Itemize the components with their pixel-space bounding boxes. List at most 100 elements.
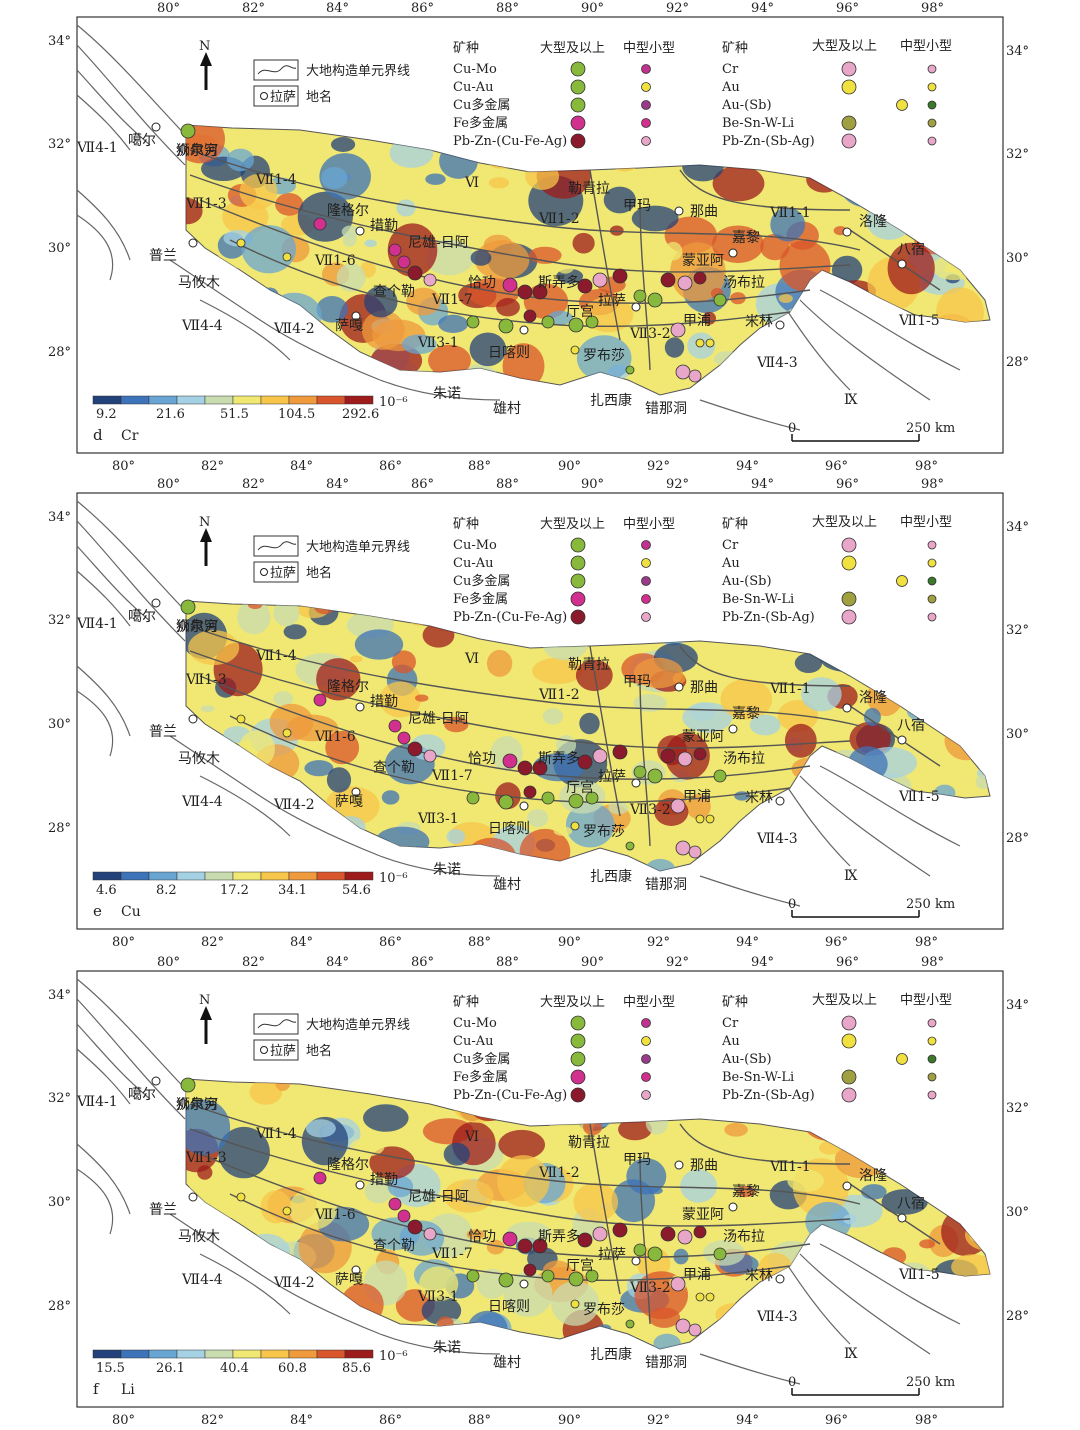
anomaly-blob [275,193,304,216]
place-name: 尼雄-日阿 [408,235,469,251]
anomaly-blob [937,222,988,249]
lon-tick-top: 94° [751,477,774,492]
tectonic-unit-label: Ⅶ3-1 [417,1289,459,1305]
anomaly-blob [498,1129,545,1160]
map-frame [76,492,1004,930]
deposit-large-symbol [841,115,857,131]
deposit-type-label: Cu-Au [453,556,493,571]
anomaly-blob [305,1119,336,1138]
deposit-mid-symbol [641,100,651,110]
deposit-type-label: Pb-Zn-(Sb-Ag) [722,1088,815,1103]
anomaly-blob [953,148,976,174]
lon-tick-top: 80° [157,955,180,970]
anomaly-blob [245,824,263,839]
colorbar-swatch [92,871,122,881]
place-name: 斯弄多 [538,750,580,767]
tectonic-unit-label: Ⅶ4-3 [756,1309,798,1325]
anomaly-blob [199,354,220,370]
anomaly-blob [553,826,573,836]
anomaly-blob [438,314,469,333]
deposit-type-label: Cu多金属 [453,1051,510,1067]
deposit-type-label: Be-Sn-W-Li [722,116,794,131]
deposit-large-symbol [570,1033,586,1049]
anomaly-blob [838,629,869,646]
deposit-mid-symbol [641,576,651,586]
anomaly-blob [585,1079,627,1122]
deposit-mid-symbol [641,558,651,568]
svg-text:大型及以上: 大型及以上 [812,39,877,54]
place-name: 朱诺 [433,862,461,878]
anomaly-blob [289,1187,337,1230]
anomaly-blob [724,1122,748,1137]
tectonic-unit-label: Ⅶ1-5 [898,1267,940,1283]
anomaly-blob [542,630,588,661]
lon-tick-bottom: 86° [379,459,402,474]
colorbar-swatch [344,1349,374,1359]
lon-ticks-bottom: 80° 82° 84° 86° 88° 90° 92° 94° 96° 98° [112,935,938,950]
tectonic-unit-label: Ⅶ1-3 [185,196,227,212]
place-name: 雄村 [493,877,521,893]
colorbar-value: 292.6 [342,407,379,422]
colorbar-value: 60.8 [278,1361,307,1376]
colorbar-unit: 10⁻⁶ [379,871,408,886]
place-name: 雄村 [493,1355,521,1371]
anomaly-blob [223,791,248,816]
map-panel-d: 80° 82° 84° 86° 88° 90° 92° 94° 96° 98° 80° 82° 84°… [0,0,1080,476]
anomaly-blob [862,610,911,650]
place-name: 勒青拉 [568,1135,610,1151]
anomaly-blob [274,386,289,395]
place-name: 朱诺 [433,386,461,402]
lon-tick-top: 80° [157,477,180,492]
place-name: 罗布莎 [583,1302,625,1318]
place-name: 甲玛 [623,198,651,214]
map-legend-basic: 大地构造单元界线 拉萨 地名 [253,1013,410,1061]
anomaly-blob [239,1242,282,1275]
anomaly-blob [664,241,683,261]
anomaly-blob [286,714,339,742]
anomaly-blob [488,177,510,189]
place-name: 扎西康 [590,868,632,885]
anomaly-blob [623,783,659,812]
colorbar-swatch [260,395,290,405]
anomaly-blob [653,1333,681,1349]
lon-tick-bottom: 80° [112,459,135,474]
anomaly-blob [350,655,363,663]
deposit-mid-symbol [641,1054,651,1064]
svg-text:大型及以上: 大型及以上 [540,995,605,1010]
lon-tick-bottom: 82° [201,1413,224,1428]
lon-tick-top: 96° [836,477,859,492]
lon-tick-top: 86° [411,1,434,16]
panel-element: Cu [121,904,141,920]
lon-tick-top: 92° [666,955,689,970]
anomaly-blob [268,365,298,390]
anomaly-blob [273,601,300,627]
anomaly-blob [664,337,685,358]
colorbar-swatch [92,395,122,405]
panel-letter: d [93,426,103,444]
north-arrow: N [199,515,212,566]
anomaly-blob [881,1189,928,1215]
place-name: 恰功 [468,275,496,291]
anomaly-blob [466,1229,485,1240]
anomaly-blob [686,794,711,820]
deposit-large-symbol [570,591,586,607]
lon-tick-bottom: 88° [468,1413,491,1428]
colorbar-swatch [176,871,206,881]
lon-tick-bottom: 98° [915,935,938,950]
anomaly-blob [425,173,446,185]
map-svg: 80° 82° 84° 86° 88° 90° 92° 94° 96° 98° 80° 82° 84°… [48,955,1029,1428]
north-arrow: N [199,993,212,1044]
anomaly-blob [912,194,954,228]
tectonic-unit-label: Ⅶ4-1 [76,140,118,156]
deposit-type-label: Fe多金属 [453,591,508,607]
anomaly-blob [926,802,960,823]
tectonic-unit-label: Ⅶ1-1 [769,205,811,221]
anomaly-blob [895,160,946,190]
tectonic-unit-label: Ⅵ [464,175,479,191]
lon-tick-top: 84° [326,1,349,16]
anomaly-blob [474,240,530,280]
anomaly-blob [659,627,686,646]
scale-bar: 0 250 km [788,897,955,918]
anomaly-blob [469,332,507,367]
